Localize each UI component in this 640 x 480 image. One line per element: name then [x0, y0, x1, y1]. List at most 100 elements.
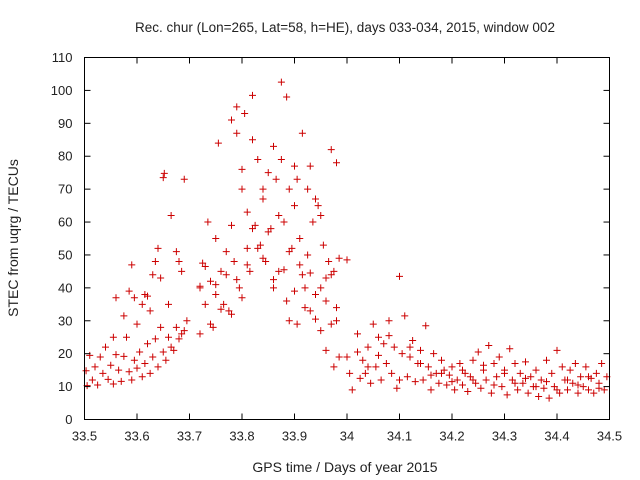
data-point	[417, 346, 424, 354]
y-tick-label: 30	[58, 313, 72, 328]
data-point	[149, 271, 157, 279]
data-point	[230, 258, 238, 266]
data-point	[172, 323, 180, 331]
data-point	[254, 244, 262, 252]
data-point	[469, 356, 477, 364]
x-tick-label: 33.7	[177, 429, 202, 444]
data-point	[396, 376, 403, 384]
data-point	[222, 271, 230, 279]
data-point	[396, 272, 403, 280]
data-point	[380, 340, 388, 348]
data-point	[238, 185, 246, 193]
data-point	[144, 292, 151, 300]
data-point	[343, 353, 351, 361]
data-point	[377, 376, 385, 384]
data-point	[498, 383, 506, 391]
data-point	[259, 254, 267, 262]
data-point	[125, 368, 133, 376]
data-point	[238, 165, 246, 173]
data-point	[595, 384, 603, 392]
data-point	[228, 221, 235, 229]
data-point	[524, 389, 532, 397]
data-point	[220, 300, 228, 308]
data-point	[548, 369, 556, 377]
data-point	[96, 353, 104, 361]
data-point	[485, 341, 493, 349]
data-point	[201, 262, 209, 270]
chart-title: Rec. chur (Lon=265, Lat=58, h=HE), days …	[135, 20, 555, 35]
data-point	[516, 369, 524, 377]
data-point	[235, 284, 243, 292]
data-point	[490, 381, 498, 389]
data-point	[406, 343, 414, 351]
data-point	[545, 394, 553, 402]
data-point	[585, 386, 592, 394]
data-point	[128, 376, 136, 384]
data-point	[228, 310, 235, 318]
data-point	[592, 369, 600, 377]
data-point	[474, 348, 482, 356]
data-point	[493, 373, 501, 381]
data-point	[579, 383, 587, 391]
data-point	[569, 379, 577, 387]
data-point	[149, 353, 157, 361]
data-point	[175, 335, 183, 343]
data-point	[435, 379, 443, 387]
data-point	[430, 350, 438, 358]
x-tick-label: 33.8	[229, 429, 254, 444]
data-point	[574, 389, 582, 397]
data-point	[283, 297, 291, 305]
data-point	[259, 185, 267, 193]
y-tick-label: 40	[58, 280, 72, 295]
data-point	[356, 374, 364, 382]
data-point	[456, 360, 464, 368]
data-point	[364, 363, 372, 371]
data-point	[424, 363, 432, 371]
data-point	[109, 333, 117, 341]
data-point	[165, 333, 172, 341]
data-point	[241, 109, 249, 117]
data-point	[448, 363, 456, 371]
data-point	[438, 369, 445, 377]
data-point	[214, 139, 222, 147]
data-point	[306, 162, 314, 170]
x-axis-label: GPS time / Days of year 2015	[252, 459, 437, 475]
x-tick-label: 33.9	[282, 429, 307, 444]
data-point	[130, 356, 138, 364]
data-point	[154, 363, 162, 371]
data-point	[107, 361, 115, 369]
data-point	[543, 356, 550, 364]
data-point	[385, 317, 393, 325]
data-point	[88, 376, 96, 384]
data-point	[506, 345, 514, 353]
data-point	[527, 373, 535, 381]
data-point	[364, 343, 372, 351]
data-point	[298, 129, 306, 137]
data-point	[403, 373, 411, 381]
data-point	[162, 356, 170, 364]
data-point	[537, 376, 545, 384]
data-point	[277, 78, 285, 86]
data-point	[277, 156, 285, 164]
data-point	[304, 251, 312, 259]
data-point	[159, 174, 167, 182]
data-point	[196, 330, 204, 338]
data-point	[144, 340, 151, 348]
x-tick-label: 34.4	[544, 429, 569, 444]
data-point	[322, 274, 330, 282]
data-point	[280, 266, 288, 274]
x-tick-label: 34	[340, 429, 354, 444]
data-point	[453, 376, 461, 384]
data-point	[285, 317, 293, 325]
data-point	[123, 333, 130, 341]
data-point	[94, 381, 102, 389]
data-point	[212, 281, 220, 289]
data-point	[120, 352, 128, 360]
data-point	[487, 389, 495, 397]
data-point	[91, 363, 99, 371]
data-point	[577, 373, 585, 381]
data-point	[165, 300, 172, 308]
data-point	[409, 337, 417, 345]
data-point	[249, 91, 256, 99]
data-point	[343, 256, 351, 264]
